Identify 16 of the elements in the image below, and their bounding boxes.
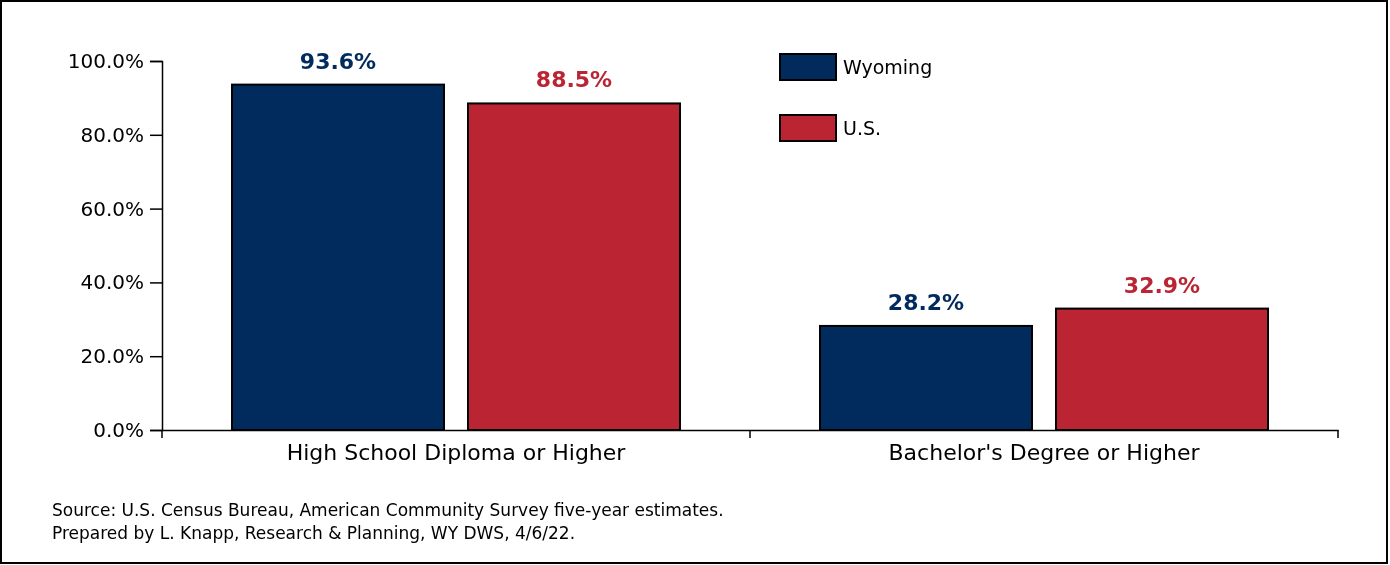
- y-tick-label: 0.0%: [93, 417, 144, 442]
- data-label: 88.5%: [535, 67, 613, 93]
- x-tick-label: Bachelor's Degree or Higher: [888, 439, 1201, 465]
- legend-label: U.S.: [843, 117, 882, 139]
- y-tick-label: 20.0%: [80, 344, 144, 369]
- source-note: Source: U.S. Census Bureau, American Community Survey five-year estimates.: [52, 500, 724, 520]
- data-label: 93.6%: [299, 48, 377, 74]
- legend-label: Wyoming: [843, 56, 933, 78]
- data-label: 28.2%: [887, 289, 965, 315]
- text: Prepared by L. Knapp, Research & Planning, WY DWS, 4/6/22.: [52, 523, 576, 543]
- y-tick-label: 40.0%: [80, 270, 144, 295]
- x-tick-label: High School Diploma or Higher: [286, 439, 627, 465]
- y-tick-label: 60.0%: [80, 196, 144, 221]
- y-tick-label: 80.0%: [80, 122, 144, 147]
- y-tick-label: 100.0%: [67, 48, 144, 73]
- data-label: 32.9%: [1123, 272, 1201, 298]
